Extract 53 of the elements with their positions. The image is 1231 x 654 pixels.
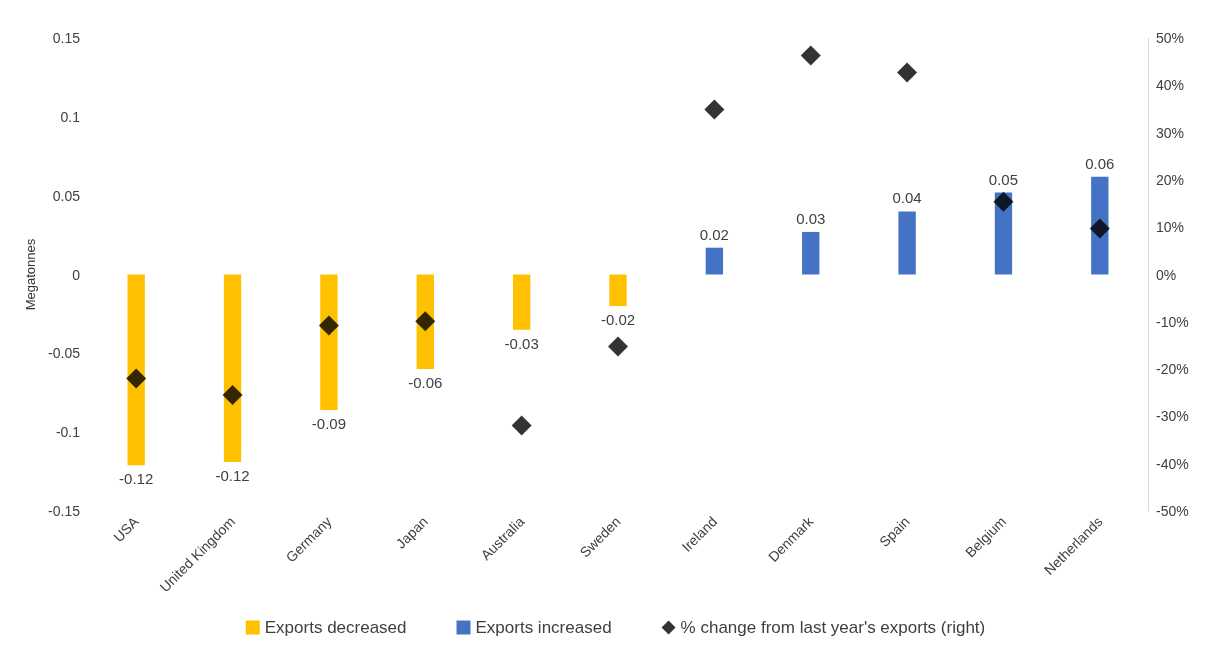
y2-tick-label: -10%: [1156, 313, 1189, 330]
data-label: 0.04: [892, 189, 922, 207]
data-label: 0.06: [1085, 154, 1115, 172]
legend-label: Exports increased: [475, 618, 612, 637]
y-tick-label: -0.1: [55, 424, 81, 441]
data-label: -0.02: [600, 311, 636, 329]
data-label: 0.02: [699, 225, 729, 243]
bar: [609, 274, 627, 307]
y2-tick-label: -40%: [1156, 455, 1189, 472]
point: [897, 62, 918, 83]
y2-tick-label: 10%: [1156, 219, 1185, 236]
point: [704, 99, 725, 120]
y-tick-label: -0.05: [48, 345, 81, 362]
y-axis-title: Megatonnes: [23, 238, 39, 311]
data-label: 0.03: [796, 209, 826, 227]
point: [318, 315, 339, 336]
point: [800, 45, 821, 66]
data-label: -0.09: [311, 415, 347, 433]
point: [608, 336, 628, 357]
data-label: 0.05: [988, 170, 1019, 188]
bar: [127, 274, 145, 466]
y2-tick-label: -50%: [1156, 503, 1189, 519]
y2-tick-label: -30%: [1156, 408, 1189, 425]
y-tick-label: 0.1: [60, 108, 81, 125]
y2-tick-label: 30%: [1156, 124, 1185, 141]
x-tick-label: USA: [110, 512, 143, 545]
y2-tick-label: 40%: [1156, 77, 1185, 94]
point: [993, 191, 1014, 212]
bar: [802, 231, 820, 275]
point: [1089, 218, 1110, 239]
bar: [512, 274, 531, 330]
y2-tick-label: 0%: [1156, 266, 1177, 283]
point: [415, 311, 436, 332]
y2-tick-label: -20%: [1156, 361, 1189, 378]
y-tick-label: -0.15: [48, 503, 81, 519]
bar: [705, 247, 724, 275]
y-tick-label: 0: [72, 266, 81, 283]
data-label: -0.12: [119, 470, 154, 488]
bar: [223, 274, 242, 463]
data-label: -0.12: [215, 467, 250, 485]
bar: [898, 211, 916, 275]
y-tick-label: 0.05: [52, 187, 81, 204]
point: [126, 368, 147, 389]
bar: [320, 274, 338, 411]
point: [511, 415, 532, 436]
data-label: -0.06: [408, 374, 443, 392]
legend-label: Exports decreased: [264, 618, 407, 637]
y-tick-label: 0.15: [52, 30, 81, 46]
point: [222, 385, 243, 406]
data-label: -0.03: [504, 334, 539, 352]
y2-tick-label: 50%: [1156, 30, 1185, 46]
y2-tick-label: 20%: [1156, 171, 1185, 188]
legend-label: % change from last year's exports (right): [680, 618, 986, 637]
